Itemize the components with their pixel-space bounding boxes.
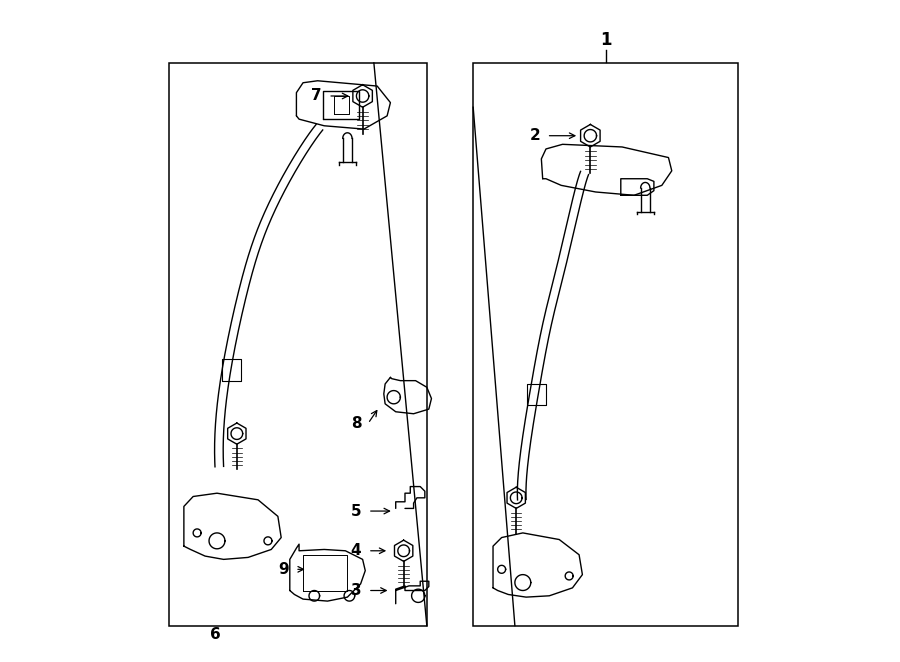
Text: 7: 7 [311,89,321,103]
Text: 2: 2 [529,128,540,143]
Text: 9: 9 [278,562,289,577]
Bar [168,63,427,626]
Bar [473,63,738,626]
Text: 6: 6 [210,627,220,641]
Text: 4: 4 [351,544,361,558]
Text: 5: 5 [351,504,361,518]
Text: 8: 8 [351,416,361,431]
Text: 1: 1 [599,30,611,49]
Text: 3: 3 [351,583,361,598]
